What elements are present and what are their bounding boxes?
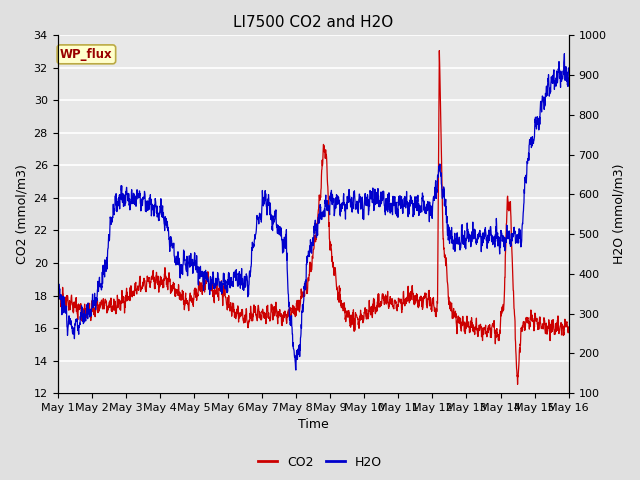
Y-axis label: CO2 (mmol/m3): CO2 (mmol/m3) (15, 164, 28, 264)
Legend: CO2, H2O: CO2, H2O (253, 451, 387, 474)
Text: WP_flux: WP_flux (60, 48, 113, 61)
X-axis label: Time: Time (298, 419, 328, 432)
Y-axis label: H2O (mmol/m3): H2O (mmol/m3) (612, 164, 625, 264)
Title: LI7500 CO2 and H2O: LI7500 CO2 and H2O (233, 15, 393, 30)
